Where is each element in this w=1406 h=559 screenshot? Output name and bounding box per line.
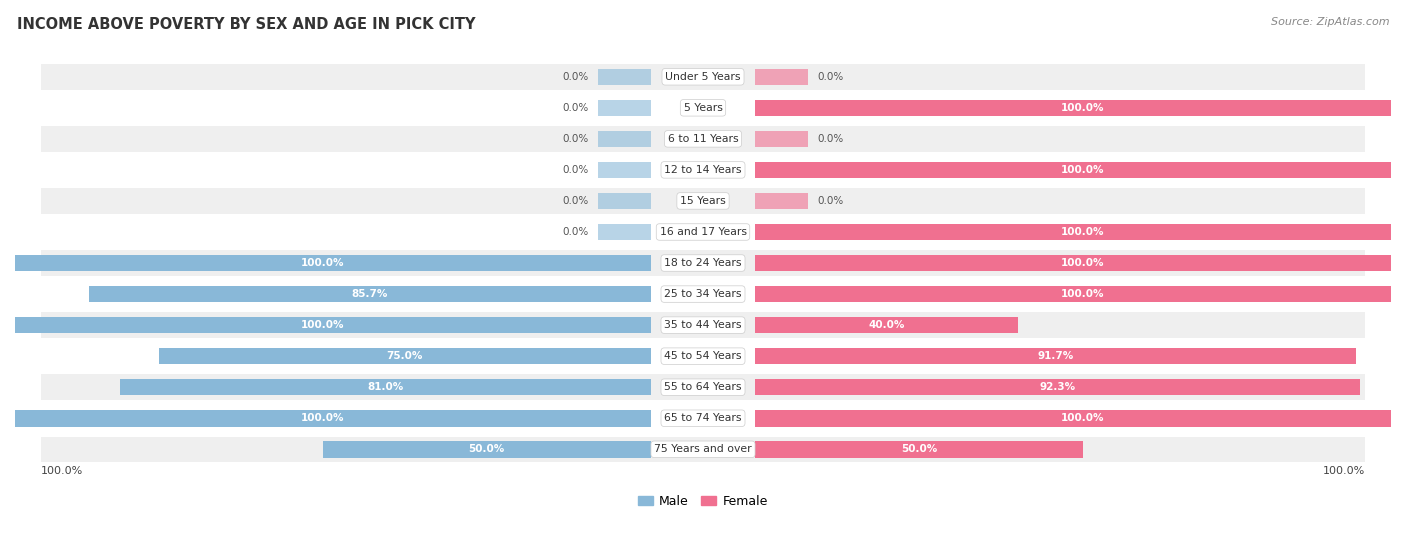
Bar: [41, 126, 1365, 151]
Bar: [755, 100, 1406, 116]
Bar: [755, 317, 1018, 333]
Text: 85.7%: 85.7%: [352, 289, 388, 299]
Text: 100.0%: 100.0%: [1062, 413, 1105, 423]
Text: 65 to 74 Years: 65 to 74 Years: [664, 413, 742, 423]
Text: 100.0%: 100.0%: [1062, 227, 1105, 237]
Bar: [755, 224, 1406, 240]
Bar: [41, 219, 1365, 245]
Text: 100.0%: 100.0%: [41, 466, 83, 476]
Text: 100.0%: 100.0%: [301, 258, 344, 268]
Bar: [598, 100, 651, 116]
Text: 12 to 14 Years: 12 to 14 Years: [664, 165, 742, 175]
Bar: [41, 250, 1365, 276]
Bar: [598, 162, 651, 178]
Bar: [755, 410, 1406, 427]
Bar: [120, 379, 651, 395]
Bar: [89, 286, 651, 302]
Text: INCOME ABOVE POVERTY BY SEX AND AGE IN PICK CITY: INCOME ABOVE POVERTY BY SEX AND AGE IN P…: [17, 17, 475, 32]
Text: 50.0%: 50.0%: [468, 444, 505, 454]
Bar: [41, 405, 1365, 431]
Text: 16 and 17 Years: 16 and 17 Years: [659, 227, 747, 237]
Bar: [0, 317, 651, 333]
Bar: [0, 410, 651, 427]
Bar: [598, 193, 651, 209]
Text: 0.0%: 0.0%: [818, 134, 844, 144]
Text: 0.0%: 0.0%: [818, 72, 844, 82]
Bar: [41, 64, 1365, 89]
Text: 6 to 11 Years: 6 to 11 Years: [668, 134, 738, 144]
Bar: [41, 95, 1365, 121]
Text: 0.0%: 0.0%: [562, 165, 588, 175]
Bar: [41, 375, 1365, 400]
Bar: [41, 312, 1365, 338]
Text: 5 Years: 5 Years: [683, 103, 723, 113]
Bar: [41, 437, 1365, 462]
Bar: [41, 188, 1365, 214]
Text: 50.0%: 50.0%: [901, 444, 938, 454]
Text: 75.0%: 75.0%: [387, 351, 423, 361]
Bar: [41, 343, 1365, 369]
Bar: [0, 255, 651, 271]
Legend: Male, Female: Male, Female: [633, 490, 773, 513]
Text: 81.0%: 81.0%: [367, 382, 404, 392]
Bar: [755, 162, 1406, 178]
Text: 25 to 34 Years: 25 to 34 Years: [664, 289, 742, 299]
Text: 91.7%: 91.7%: [1038, 351, 1074, 361]
Text: 0.0%: 0.0%: [562, 196, 588, 206]
Text: 55 to 64 Years: 55 to 64 Years: [664, 382, 742, 392]
Bar: [755, 441, 1083, 458]
Text: 92.3%: 92.3%: [1040, 382, 1076, 392]
Text: Under 5 Years: Under 5 Years: [665, 72, 741, 82]
Bar: [598, 131, 651, 147]
Bar: [755, 379, 1360, 395]
Text: 40.0%: 40.0%: [869, 320, 904, 330]
Text: 100.0%: 100.0%: [1323, 466, 1365, 476]
Text: 100.0%: 100.0%: [301, 413, 344, 423]
Bar: [755, 255, 1406, 271]
Text: 35 to 44 Years: 35 to 44 Years: [664, 320, 742, 330]
Text: 18 to 24 Years: 18 to 24 Years: [664, 258, 742, 268]
Bar: [159, 348, 651, 364]
Text: 100.0%: 100.0%: [1062, 258, 1105, 268]
Bar: [323, 441, 651, 458]
Text: 100.0%: 100.0%: [1062, 165, 1105, 175]
Text: 0.0%: 0.0%: [562, 227, 588, 237]
Bar: [598, 69, 651, 85]
Text: 75 Years and over: 75 Years and over: [654, 444, 752, 454]
Bar: [755, 131, 808, 147]
Text: 0.0%: 0.0%: [562, 134, 588, 144]
Text: 45 to 54 Years: 45 to 54 Years: [664, 351, 742, 361]
Bar: [755, 286, 1406, 302]
Text: 0.0%: 0.0%: [562, 72, 588, 82]
Bar: [41, 157, 1365, 183]
Text: 0.0%: 0.0%: [562, 103, 588, 113]
Bar: [598, 224, 651, 240]
Text: 100.0%: 100.0%: [301, 320, 344, 330]
Text: 100.0%: 100.0%: [1062, 103, 1105, 113]
Bar: [755, 193, 808, 209]
Text: 100.0%: 100.0%: [1062, 289, 1105, 299]
Bar: [41, 281, 1365, 307]
Text: 0.0%: 0.0%: [818, 196, 844, 206]
Bar: [755, 69, 808, 85]
Text: Source: ZipAtlas.com: Source: ZipAtlas.com: [1271, 17, 1389, 27]
Bar: [755, 348, 1357, 364]
Text: 15 Years: 15 Years: [681, 196, 725, 206]
